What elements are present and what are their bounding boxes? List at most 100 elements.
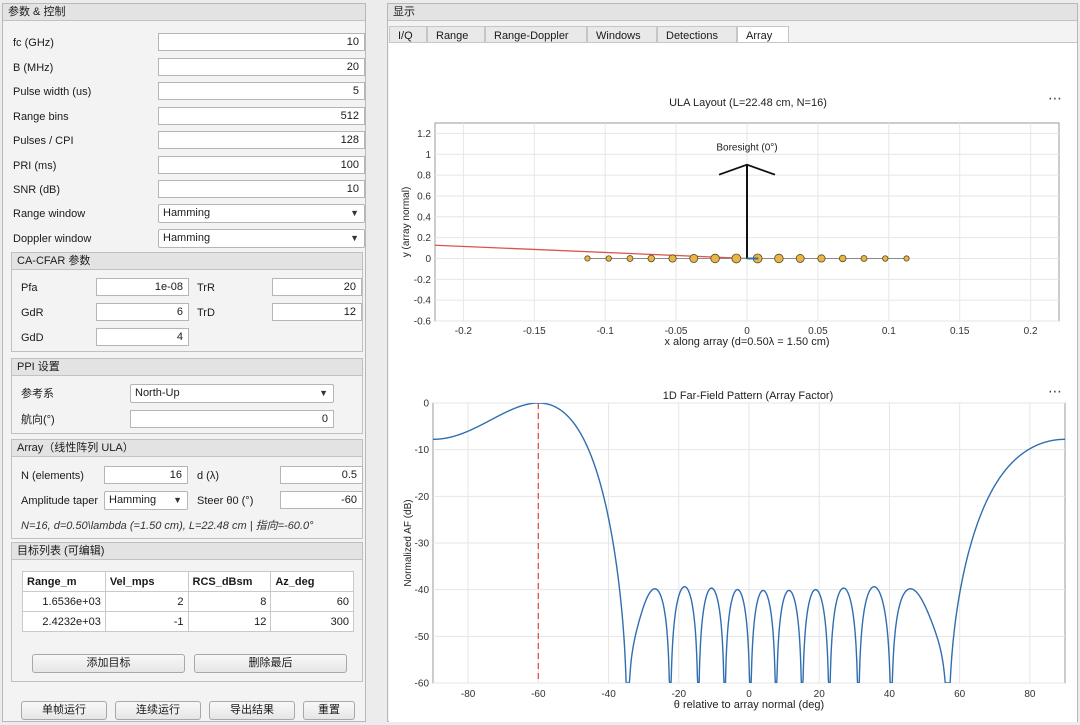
ula-element-marker (774, 253, 784, 264)
column-header[interactable]: Range_m (22, 571, 106, 592)
doppler-window-label: Doppler window (13, 233, 92, 245)
ula-element-marker (731, 253, 742, 264)
reset-button[interactable]: 重置 (303, 701, 355, 720)
ula-grid (435, 123, 1059, 322)
plot-area: ULA Layout (L=22.48 cm, N=16) ⋯ -0.2 -0.1… (389, 42, 1077, 722)
targets-table[interactable]: Range_m Vel_mps RCS_dBsm Az_deg 1.6536e+… (22, 571, 354, 632)
table-cell[interactable]: 300 (270, 611, 354, 632)
ula-y-tick-label: -0.4 (414, 296, 432, 307)
cfar-group: CA-CFAR 参数 Pfa 1e-08 TrR 20 GdR 6 TrD 12… (11, 252, 363, 352)
af-x-tick-label: -60 (531, 689, 546, 700)
ppi-group-title: PPI 设置 (12, 359, 362, 376)
more-options-icon[interactable]: ⋯ (1048, 383, 1062, 399)
steer-input[interactable]: -60 (280, 491, 363, 509)
ula-y-tick-label: 0.4 (417, 212, 431, 223)
table-cell[interactable]: 8 (187, 591, 272, 612)
export-results-button[interactable]: 导出结果 (209, 701, 295, 720)
spacing-input[interactable]: 0.5 (280, 466, 363, 484)
pulses-cpi-input[interactable]: 128 (158, 131, 365, 149)
add-target-button[interactable]: 添加目标 (32, 654, 185, 673)
af-x-tick-label: -40 (601, 689, 616, 700)
ref-frame-label: 参考系 (21, 388, 54, 400)
taper-select[interactable]: Hamming ▼ (104, 491, 188, 510)
af-y-tick-label: -50 (415, 632, 430, 643)
ppi-group: PPI 设置 参考系 North-Up ▼ 航向(°) 0 (11, 358, 363, 434)
column-header[interactable]: RCS_dBsm (187, 571, 272, 592)
table-cell[interactable]: -1 (104, 611, 189, 632)
trd-input[interactable]: 12 (272, 303, 362, 321)
chevron-down-icon: ▼ (319, 388, 328, 398)
af-chart-title: 1D Far-Field Pattern (Array Factor) (663, 390, 834, 402)
pri-input[interactable]: 100 (158, 156, 365, 174)
param-label: Pulses / CPI (13, 135, 74, 147)
gdr-input[interactable]: 6 (96, 303, 189, 321)
array-group: Array（线性阵列 ULA） N (elements) 16 d (λ) 0.… (11, 439, 363, 539)
ula-element-marker (839, 254, 847, 263)
gdd-input[interactable]: 4 (96, 328, 189, 346)
range-bins-input[interactable]: 512 (158, 107, 365, 125)
ula-x-tick-label: 0.1 (882, 326, 896, 337)
ula-y-axis-label: y (array normal) (401, 187, 412, 258)
tab-range[interactable]: Range (427, 26, 485, 46)
boresight-arrow-head (718, 163, 776, 176)
ula-x-tick-label: -0.05 (665, 326, 688, 337)
param-label: SNR (dB) (13, 184, 61, 196)
ula-element-marker (795, 254, 805, 263)
heading-input[interactable]: 0 (130, 410, 334, 428)
display-panel-title: 显示 (388, 4, 1077, 21)
table-row[interactable]: 2.4232e+03 -1 12 300 (22, 611, 354, 632)
ula-x-tick-label: 0 (744, 326, 750, 337)
steer-label: Steer θ0 (°) (197, 495, 254, 507)
range-window-label: Range window (13, 208, 86, 220)
bandwidth-input[interactable]: 20 (158, 58, 365, 76)
tab-windows[interactable]: Windows (587, 26, 657, 46)
delete-last-button[interactable]: 删除最后 (194, 654, 347, 673)
cfar-group-title: CA-CFAR 参数 (12, 253, 362, 270)
ula-y-tick-label: -0.2 (414, 275, 432, 286)
table-cell[interactable]: 1.6536e+03 (22, 591, 106, 612)
param-label: Range bins (13, 111, 69, 123)
ula-x-tick-label: 0.15 (950, 326, 970, 337)
af-x-tick-label: -80 (461, 689, 476, 700)
single-frame-run-button[interactable]: 单帧运行 (21, 701, 107, 720)
table-cell[interactable]: 2 (104, 591, 189, 612)
snr-input[interactable]: 10 (158, 180, 365, 198)
tab-detections[interactable]: Detections (657, 26, 737, 46)
af-x-tick-label: 80 (1024, 689, 1036, 700)
tab-iq[interactable]: I/Q (389, 26, 427, 46)
taper-label: Amplitude taper (21, 495, 99, 507)
ula-y-tick-label: -0.6 (414, 317, 432, 328)
targets-group: 目标列表 (可编辑) Range_m Vel_mps RCS_dBsm Az_d… (11, 542, 363, 682)
targets-group-title: 目标列表 (可编辑) (12, 543, 362, 560)
trr-input[interactable]: 20 (272, 278, 362, 296)
column-header[interactable]: Vel_mps (104, 571, 189, 592)
af-y-tick-label: 0 (423, 399, 429, 410)
tab-array[interactable]: Array (737, 26, 789, 47)
af-y-tick-label: -30 (415, 539, 430, 550)
ula-x-axis-label: x along array (d=0.50λ = 1.50 cm) (664, 336, 829, 348)
fc-input[interactable]: 10 (158, 33, 365, 51)
ula-element-marker (626, 255, 634, 262)
ref-frame-select[interactable]: North-Up ▼ (130, 384, 334, 403)
n-elements-input[interactable]: 16 (104, 466, 188, 484)
param-label: B (MHz) (13, 62, 54, 74)
pulse-width-input[interactable]: 5 (158, 82, 365, 100)
range-window-select[interactable]: Hamming ▼ (158, 204, 365, 223)
heading-label: 航向(°) (21, 414, 55, 426)
doppler-window-select[interactable]: Hamming ▼ (158, 229, 365, 248)
af-x-axis-label: θ relative to array normal (deg) (674, 699, 824, 711)
table-cell[interactable]: 12 (187, 611, 272, 632)
table-cell[interactable]: 2.4232e+03 (22, 611, 106, 632)
pfa-label: Pfa (21, 282, 38, 294)
table-row[interactable]: 1.6536e+03 2 8 60 (22, 591, 354, 612)
array-group-title: Array（线性阵列 ULA） (12, 440, 362, 457)
continuous-run-button[interactable]: 连续运行 (115, 701, 201, 720)
column-header[interactable]: Az_deg (270, 571, 354, 592)
more-options-icon[interactable]: ⋯ (1048, 90, 1062, 106)
pfa-input[interactable]: 1e-08 (96, 278, 189, 296)
table-cell[interactable]: 60 (270, 591, 354, 612)
ula-x-tick-label: 0.2 (1024, 326, 1038, 337)
af-y-axis-label: Normalized AF (dB) (403, 499, 414, 586)
ula-y-tick-label: 0.2 (417, 233, 431, 244)
tab-range-doppler[interactable]: Range-Doppler (485, 26, 587, 46)
